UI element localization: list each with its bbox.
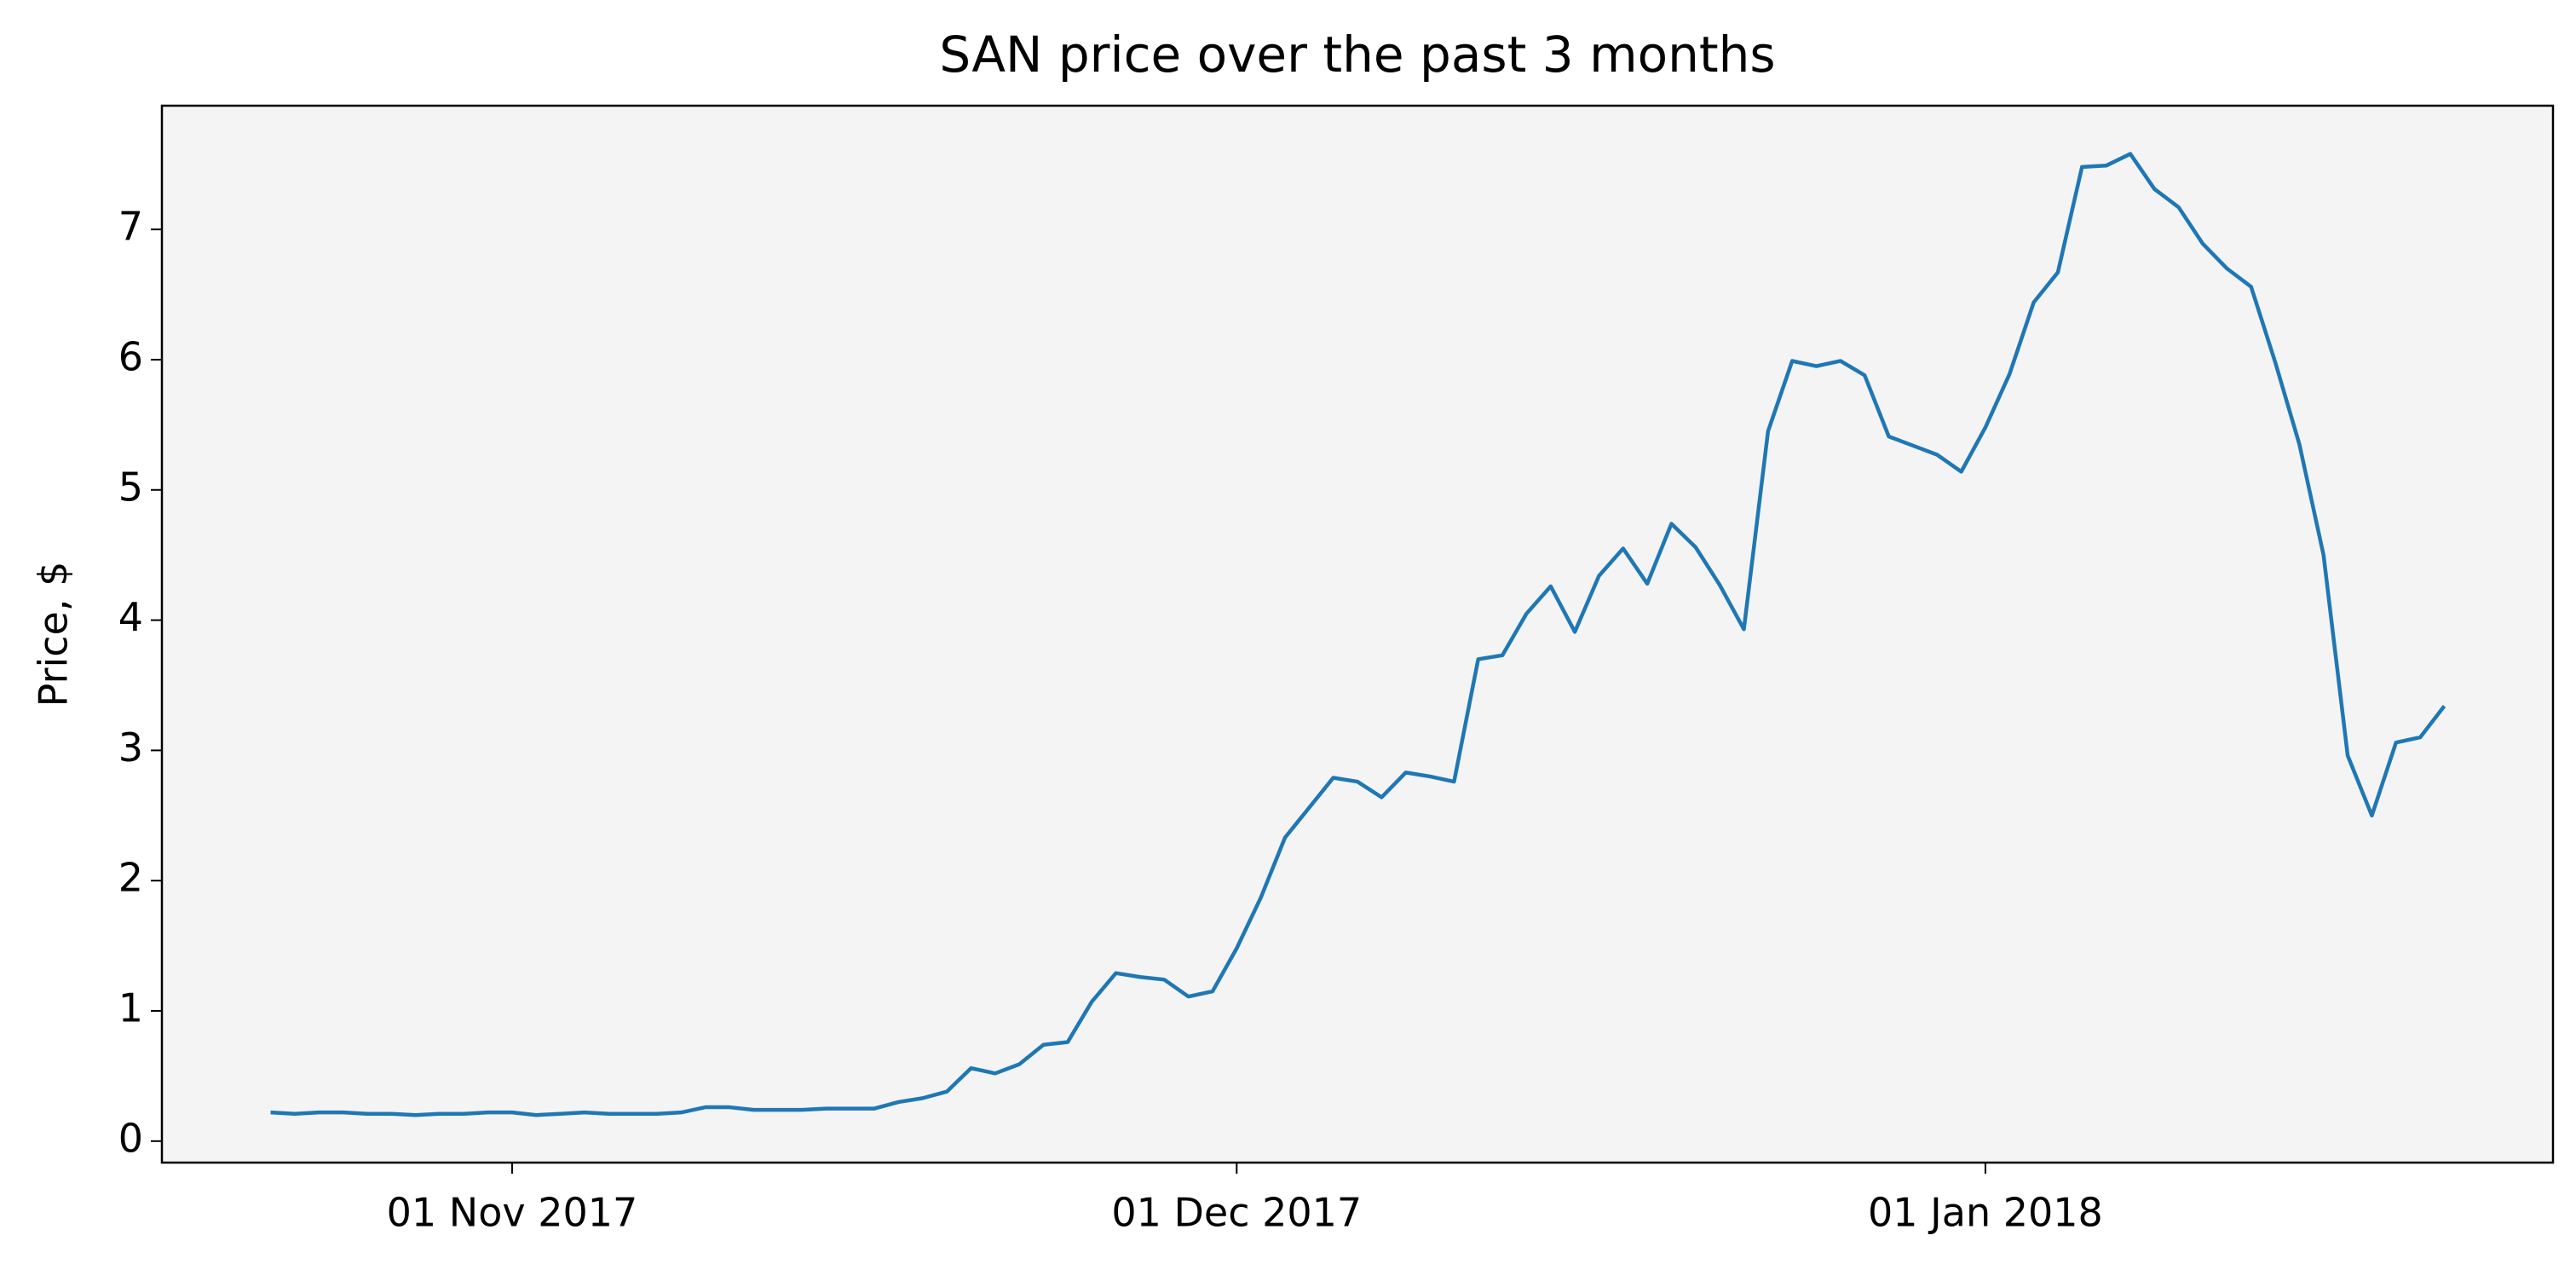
y-tick-label: 6 (118, 333, 143, 379)
plot-area (162, 106, 2553, 1163)
price-line (270, 152, 2446, 1117)
x-tick-label: 01 Dec 2017 (1111, 1190, 1362, 1236)
y-tick-label: 3 (118, 724, 143, 771)
y-tick-label: 4 (118, 594, 143, 640)
y-tick-label: 0 (118, 1115, 143, 1161)
y-axis-label: Price, $ (31, 562, 77, 707)
chart-title: SAN price over the past 3 months (939, 26, 1775, 84)
y-tick-label: 2 (118, 855, 143, 901)
x-tick-label: 01 Nov 2017 (387, 1190, 638, 1236)
x-tick-label: 01 Jan 2018 (1868, 1190, 2103, 1236)
y-tick-label: 1 (118, 984, 143, 1030)
plot-frame (160, 104, 2555, 1164)
y-tick-label: 7 (118, 204, 143, 250)
y-tick-label: 5 (118, 464, 143, 510)
